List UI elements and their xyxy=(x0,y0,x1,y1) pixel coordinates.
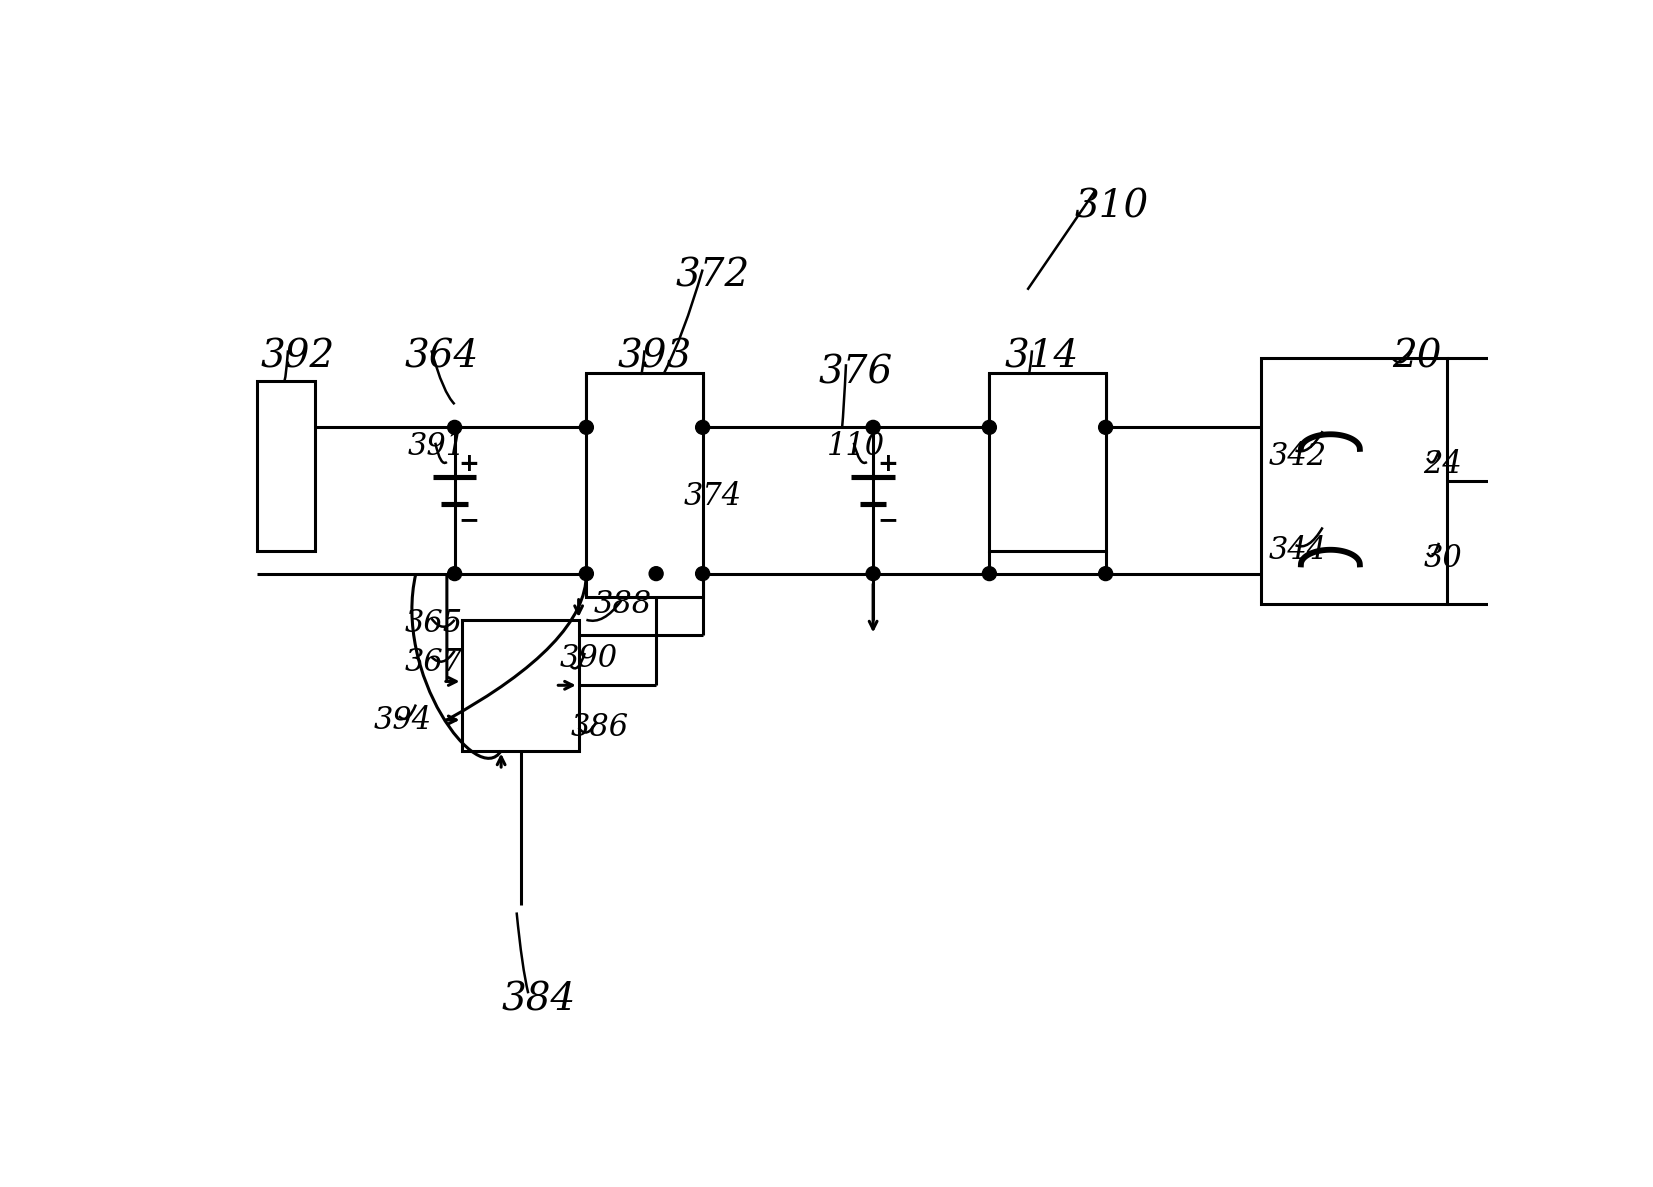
Text: 24: 24 xyxy=(1423,449,1463,480)
Circle shape xyxy=(448,420,461,434)
Text: 344: 344 xyxy=(1268,535,1326,566)
Text: 30: 30 xyxy=(1423,542,1463,573)
Text: 393: 393 xyxy=(617,338,691,376)
Text: 391: 391 xyxy=(408,431,466,462)
Bar xyxy=(1261,358,1446,604)
Circle shape xyxy=(696,566,709,580)
Text: 384: 384 xyxy=(501,982,575,1018)
Bar xyxy=(990,374,1106,551)
Text: 310: 310 xyxy=(1074,189,1149,226)
Circle shape xyxy=(982,420,997,434)
Text: 392: 392 xyxy=(261,338,336,376)
Text: 110: 110 xyxy=(826,431,884,462)
Bar xyxy=(587,374,703,597)
Circle shape xyxy=(580,566,593,580)
Bar xyxy=(256,381,316,551)
Text: 388: 388 xyxy=(593,589,653,620)
Text: −: − xyxy=(458,508,479,532)
Circle shape xyxy=(982,566,997,580)
Text: 390: 390 xyxy=(559,643,617,674)
Text: 386: 386 xyxy=(570,712,630,743)
Text: 20: 20 xyxy=(1392,338,1441,376)
Text: +: + xyxy=(878,452,898,476)
Circle shape xyxy=(580,420,593,434)
Text: 365: 365 xyxy=(405,608,463,640)
Text: 342: 342 xyxy=(1268,442,1326,472)
Text: 367: 367 xyxy=(405,647,463,678)
Text: 372: 372 xyxy=(676,258,750,294)
Text: 376: 376 xyxy=(818,354,893,392)
Circle shape xyxy=(866,566,879,580)
Bar xyxy=(463,620,579,750)
Text: 314: 314 xyxy=(1005,338,1079,376)
Circle shape xyxy=(866,420,879,434)
Text: +: + xyxy=(458,452,479,476)
Circle shape xyxy=(650,566,663,580)
Text: 394: 394 xyxy=(374,705,431,736)
Circle shape xyxy=(1099,566,1112,580)
Text: 364: 364 xyxy=(405,338,478,376)
Text: −: − xyxy=(878,508,898,532)
Circle shape xyxy=(696,420,709,434)
Circle shape xyxy=(448,566,461,580)
Circle shape xyxy=(1099,420,1112,434)
Text: 374: 374 xyxy=(683,481,742,513)
